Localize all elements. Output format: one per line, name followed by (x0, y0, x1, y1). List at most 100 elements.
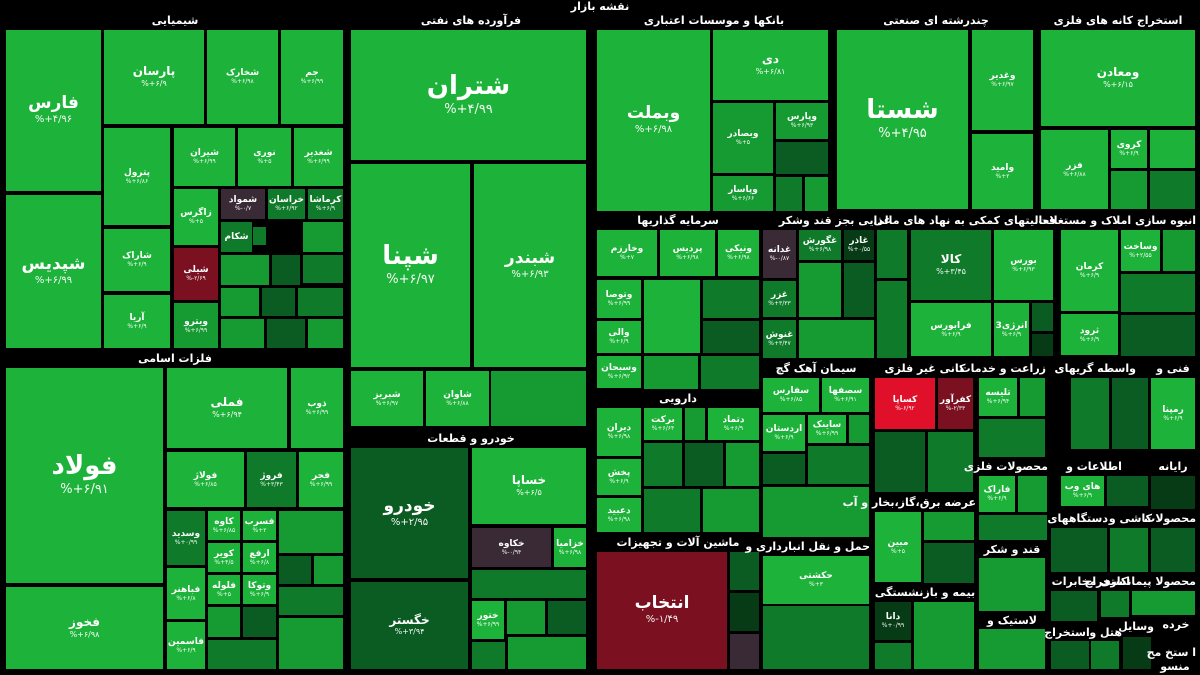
minor-stock-tile[interactable] (507, 636, 587, 670)
minor-stock-tile[interactable] (1031, 302, 1054, 332)
stock-tile[interactable]: وپارس %+۶/۹۳ (775, 102, 829, 140)
stock-tile[interactable]: خساپا %+۶/۵ (471, 447, 587, 525)
minor-stock-tile[interactable] (775, 141, 829, 175)
stock-tile[interactable]: حکشتی %+۳ (762, 555, 870, 605)
minor-stock-tile[interactable] (242, 606, 277, 638)
minor-stock-tile[interactable] (702, 488, 760, 533)
stock-tile[interactable]: شاوان %+۶/۸۸ (425, 370, 490, 427)
stock-tile[interactable]: جم %+۶/۹۹ (280, 29, 344, 125)
stock-tile[interactable]: ساینک %+۶/۹۹ (807, 414, 847, 444)
minor-stock-tile[interactable] (302, 254, 344, 284)
minor-stock-tile[interactable] (1090, 640, 1120, 670)
minor-stock-tile[interactable] (1110, 170, 1148, 210)
stock-tile[interactable]: اردستان %+۶/۹ (762, 414, 806, 452)
minor-stock-tile[interactable] (798, 262, 842, 318)
stock-tile[interactable]: کروی %+۶/۹ (1110, 129, 1148, 169)
stock-tile[interactable]: شخارک %+۶/۹۸ (206, 29, 279, 125)
minor-stock-tile[interactable] (220, 318, 265, 349)
minor-stock-tile[interactable] (1050, 640, 1090, 670)
minor-stock-tile[interactable] (261, 287, 296, 317)
minor-stock-tile[interactable] (1106, 475, 1149, 507)
minor-stock-tile[interactable] (978, 557, 1046, 612)
minor-stock-tile[interactable] (643, 488, 701, 533)
minor-stock-tile[interactable] (1031, 333, 1054, 357)
stock-tile[interactable]: پترول %+۶/۸۶ (103, 127, 171, 226)
minor-stock-tile[interactable] (1111, 377, 1149, 450)
minor-stock-tile[interactable] (220, 287, 260, 317)
minor-stock-tile[interactable] (1120, 314, 1196, 357)
minor-stock-tile[interactable] (762, 605, 870, 670)
minor-stock-tile[interactable] (702, 279, 760, 319)
stock-tile[interactable]: وامید %+۲ (971, 133, 1034, 210)
stock-tile[interactable]: وغدیر %+۶/۹۷ (971, 29, 1034, 131)
minor-stock-tile[interactable] (762, 486, 870, 538)
minor-stock-tile[interactable] (1019, 377, 1046, 417)
minor-stock-tile[interactable] (702, 320, 760, 354)
minor-stock-tile[interactable] (762, 453, 806, 485)
stock-tile[interactable]: ارفع %+۶/۸ (242, 542, 277, 573)
stock-tile[interactable]: وسبحان %+۶/۹۲ (596, 355, 642, 389)
stock-tile[interactable]: وتوصا %+۶/۹۹ (596, 279, 642, 319)
stock-tile[interactable]: شکام (220, 221, 253, 253)
minor-stock-tile[interactable] (684, 407, 706, 441)
stock-tile[interactable]: فملی %+۶/۹۴ (166, 367, 288, 449)
minor-stock-tile[interactable] (729, 633, 760, 670)
stock-tile[interactable]: مبین %+۵ (874, 511, 922, 583)
stock-tile[interactable]: شپنا %+۶/۹۷ (350, 163, 471, 368)
stock-tile[interactable]: وتوکا %+۶/۹ (242, 574, 277, 605)
minor-stock-tile[interactable] (848, 414, 870, 444)
minor-stock-tile[interactable] (978, 514, 1048, 541)
minor-stock-tile[interactable] (1017, 475, 1048, 513)
minor-stock-tile[interactable] (266, 318, 306, 349)
stock-tile[interactable]: برکت %+۶/۶۴ (643, 407, 683, 441)
stock-tile[interactable]: غدانه %-۰/۸۷ (762, 229, 797, 279)
stock-tile[interactable]: شبندر %+۶/۹۳ (473, 163, 587, 368)
minor-stock-tile[interactable] (1070, 377, 1110, 450)
stock-tile[interactable]: کفرآور %-۲/۳۳ (937, 377, 974, 430)
minor-stock-tile[interactable] (874, 642, 912, 670)
stock-tile[interactable]: وساخت %+۲/۵۵ (1120, 229, 1161, 272)
stock-tile[interactable]: خودرو %+۲/۹۵ (350, 447, 469, 579)
minor-stock-tile[interactable] (307, 318, 344, 349)
stock-tile[interactable]: وخارزم %+۷ (596, 229, 658, 277)
stock-tile[interactable]: شپدیس %+۶/۹۹ (5, 194, 102, 349)
stock-tile[interactable]: ختور %+۶/۹۹ (471, 600, 505, 640)
stock-tile[interactable]: انتخاب %-۱/۴۹ (596, 551, 728, 670)
minor-stock-tile[interactable] (725, 442, 760, 487)
minor-stock-tile[interactable] (978, 628, 1046, 670)
minor-stock-tile[interactable] (807, 445, 870, 485)
stock-tile[interactable]: سصفها %+۶/۹۱ (821, 377, 870, 413)
stock-tile[interactable]: خزامیا %+۶/۹۸ (553, 527, 587, 568)
stock-tile[interactable]: شیران %+۶/۹۹ (173, 127, 236, 187)
stock-tile[interactable]: شاراک %+۶/۹ (103, 228, 171, 292)
stock-tile[interactable]: خراسان %+۶/۹۲ (267, 188, 306, 220)
stock-tile[interactable]: دانا %+۰/۹۹ (874, 601, 912, 641)
minor-stock-tile[interactable] (1149, 170, 1196, 210)
minor-stock-tile[interactable] (1050, 527, 1108, 573)
stock-tile[interactable]: خگستر %+۳/۹۴ (350, 581, 469, 670)
minor-stock-tile[interactable] (1109, 527, 1149, 573)
minor-stock-tile[interactable] (927, 431, 974, 493)
stock-tile[interactable]: دتماد %+۶/۹ (707, 407, 760, 441)
stock-tile[interactable]: ذوب %+۶/۹۹ (290, 367, 344, 449)
stock-tile[interactable]: فرابورس %+۶/۹ (910, 302, 992, 357)
stock-tile[interactable]: نوری %+۵ (237, 127, 292, 187)
minor-stock-tile[interactable] (978, 418, 1046, 458)
stock-tile[interactable]: بورس %+۶/۹۳ (993, 229, 1054, 301)
stock-tile[interactable]: فسرب %+۲ (242, 510, 277, 541)
stock-tile[interactable]: شتران %+۴/۹۹ (350, 29, 587, 161)
stock-tile[interactable]: فارس %+۴/۹۶ (5, 29, 102, 192)
minor-stock-tile[interactable] (1162, 229, 1196, 272)
stock-tile[interactable]: فجر %+۶/۹۹ (298, 451, 344, 508)
stock-tile[interactable]: فاسمین %+۶/۹ (166, 621, 206, 670)
stock-tile[interactable]: فولاد %+۶/۹۱ (5, 367, 164, 584)
stock-tile[interactable]: ونیکی %+۶/۹۸ (717, 229, 760, 277)
minor-stock-tile[interactable] (923, 542, 975, 584)
stock-tile[interactable]: زاگرس %+۵ (173, 188, 219, 246)
minor-stock-tile[interactable] (729, 592, 760, 632)
stock-tile[interactable]: دعبید %+۶/۹۸ (596, 497, 642, 533)
minor-stock-tile[interactable] (207, 606, 241, 638)
minor-stock-tile[interactable] (923, 511, 975, 541)
stock-tile[interactable]: غگورش %+۶/۹۸ (798, 229, 842, 261)
stock-tile[interactable]: کرمان %+۶/۹ (1060, 229, 1119, 312)
